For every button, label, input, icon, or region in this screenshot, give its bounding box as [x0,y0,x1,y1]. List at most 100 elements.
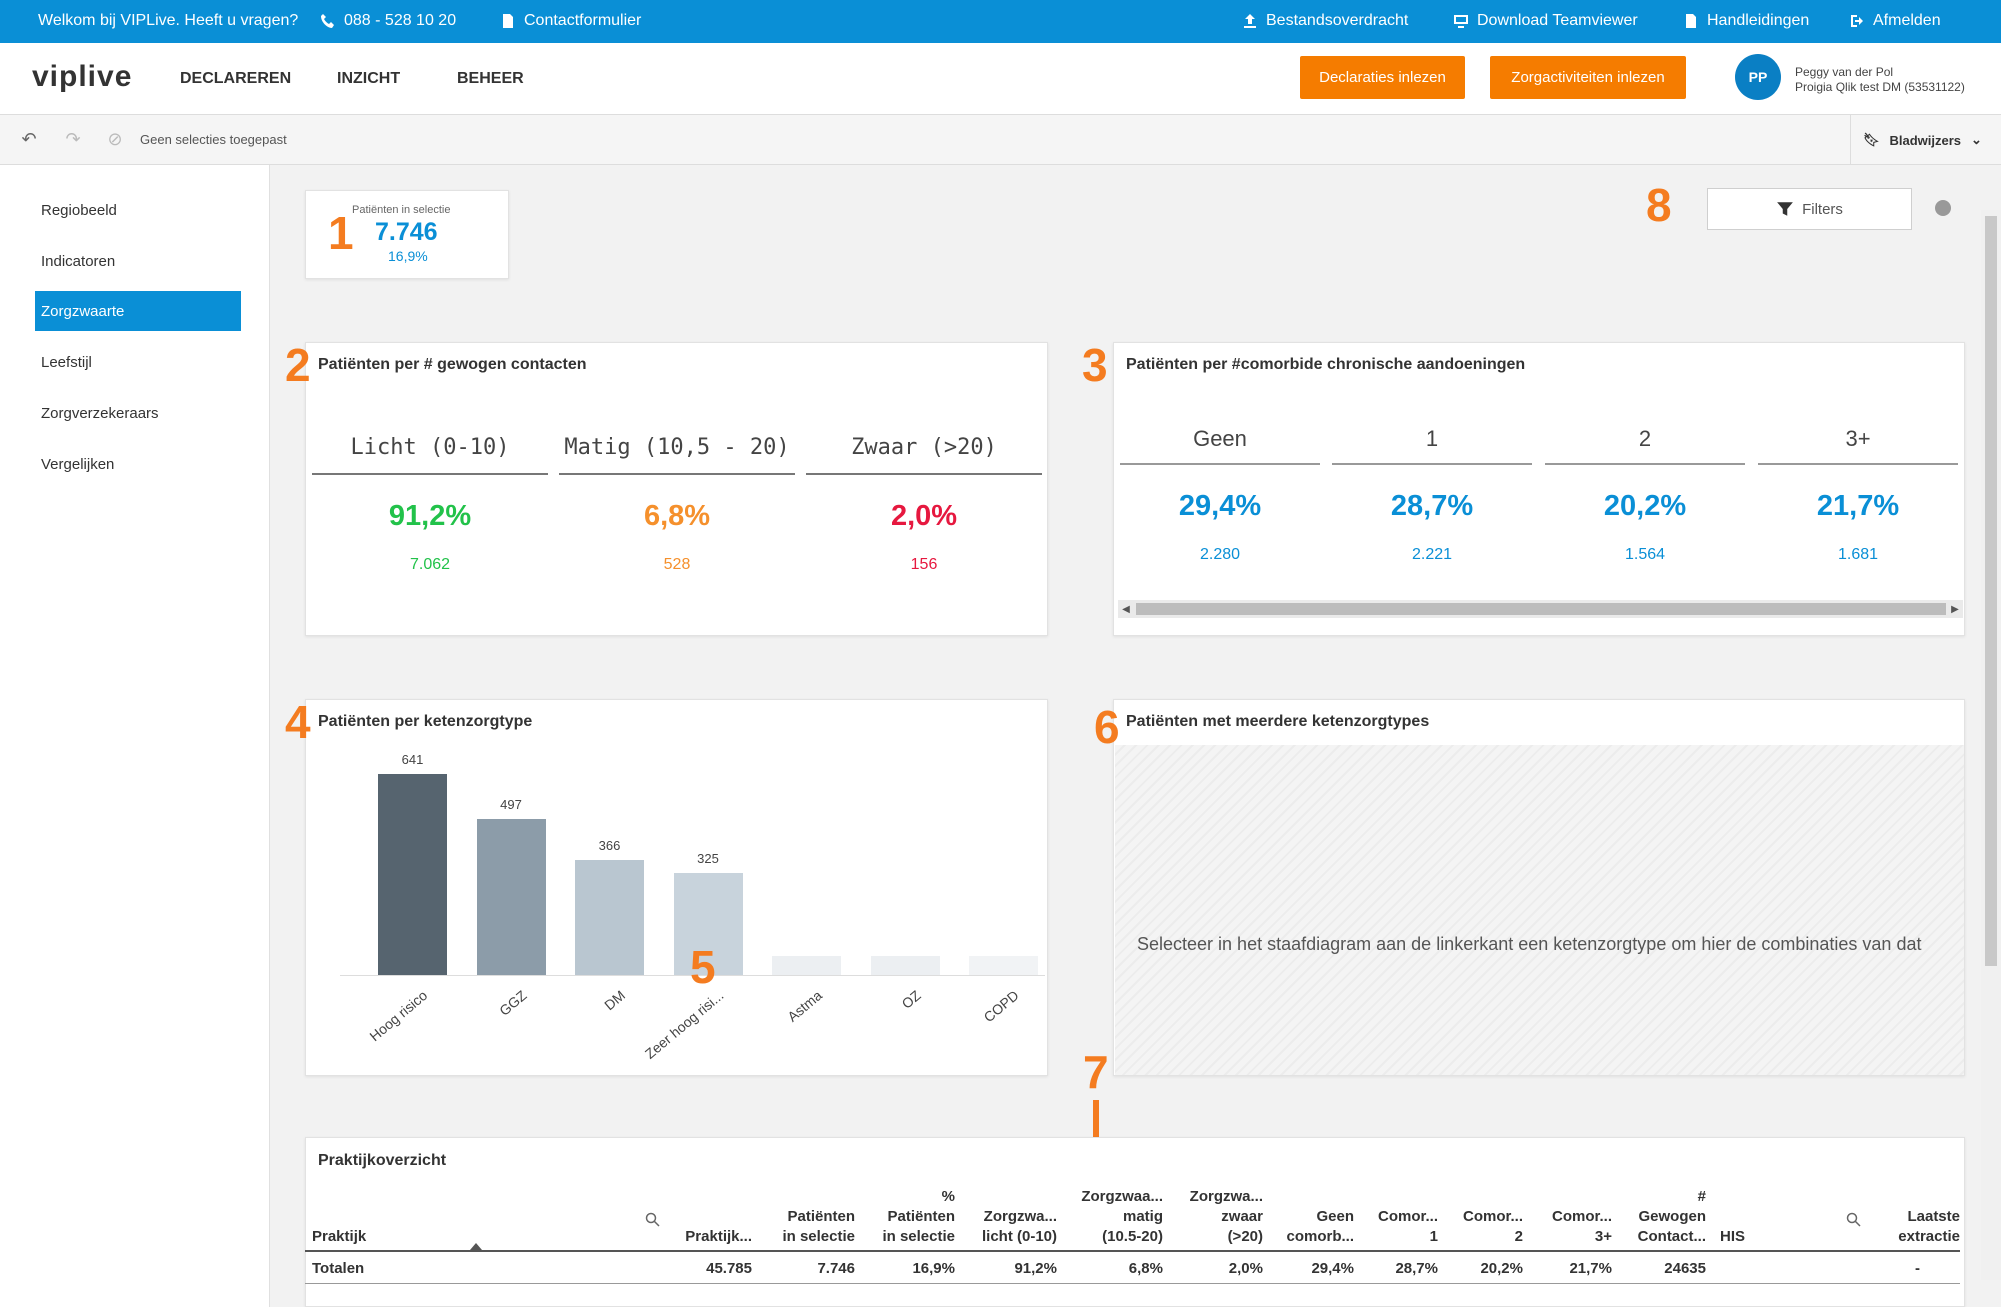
column-header[interactable]: Praktijk... [685,1228,752,1245]
scrollbar-thumb[interactable] [1136,603,1946,615]
card-gewogen-contacten [305,342,1048,636]
totals-cell: - [1915,1260,1920,1277]
column-header[interactable]: Comor... 2 [1462,1208,1523,1245]
divider [312,473,548,475]
column-header[interactable]: Zorgzwaa... matig (10.5-20) [1081,1188,1163,1245]
totals-cell: 28,7% [1395,1260,1438,1277]
totals-cell: Totalen [312,1260,365,1277]
sidebar-item-indicatoren[interactable]: Indicatoren [41,252,116,270]
contacten-pct[interactable]: 91,2% [388,500,472,532]
placeholder-text: Selecteer in het staafdiagram aan de lin… [1137,934,1922,954]
bar-ggz[interactable] [476,818,546,975]
vertical-scrollbar[interactable] [1981,210,2001,1280]
selection-forward-icon[interactable]: ↷ [65,128,81,149]
nav-declareren[interactable]: DECLAREREN [180,70,292,87]
column-header[interactable]: % Patiënten in selectie [882,1188,955,1245]
column-header[interactable]: Comor... 1 [1377,1208,1438,1245]
clear-selections-icon[interactable]: ⊘ [107,128,123,149]
sidebar-item-zorgverzekeraars[interactable]: Zorgverzekeraars [41,404,159,422]
totals-cell: 7.746 [817,1260,855,1277]
selection-back-icon[interactable]: ↶ [21,128,37,149]
info-icon[interactable] [1935,200,1951,216]
table-header-divider [305,1250,1960,1252]
filter-icon [1777,202,1793,216]
scroll-left-icon[interactable]: ◀ [1122,603,1130,615]
column-header[interactable]: Geen comorb... [1286,1208,1354,1245]
column-header[interactable]: Comor... 3+ [1551,1208,1612,1245]
scroll-right-icon[interactable]: ▶ [1951,603,1959,615]
column-header[interactable]: HIS [1720,1228,1746,1245]
bar-zeer-hoog-risi-[interactable] [673,872,743,975]
sidebar-item-leefstijl[interactable]: Leefstijl [41,353,92,371]
horizontal-scrollbar[interactable]: ◀ ▶ [1118,600,1963,618]
bar-astma[interactable] [772,956,841,975]
selection-status: Geen selecties toegepast [140,132,287,147]
contacten-col-head: Matig (10,5 - 20) [564,435,790,460]
totals-cell: 2,0% [1228,1260,1263,1277]
nav-beheer[interactable]: BEHEER [457,70,524,87]
comorbide-col-head: Geen [1193,426,1247,451]
bookmarks-button[interactable]: 🔖︎ Bladwijzers ⌄ [1850,115,2001,165]
zorgactiviteiten-inlezen-button[interactable]: Zorgactiviteiten inlezen [1490,56,1686,99]
marker-8: 8 [1646,179,1672,231]
search-icon[interactable] [1846,1212,1862,1228]
bar-copd[interactable] [969,956,1038,975]
scrollbar-thumb[interactable] [1985,216,1997,966]
column-header[interactable]: Laatste extractie [1898,1208,1960,1245]
contacten-pct[interactable]: 6,8% [643,500,711,532]
column-header[interactable]: Zorgzwa... licht (0-10) [981,1208,1057,1245]
totals-cell: 29,4% [1311,1260,1354,1277]
top-info-bar: Welkom bij VIPLive. Heeft u vragen? 088 … [0,0,2001,43]
declaraties-inlezen-button[interactable]: Declaraties inlezen [1300,56,1465,99]
bar-hoog-risico[interactable] [378,773,447,975]
contact-form-link[interactable]: Contactformulier [500,12,641,30]
comorbide-pct[interactable]: 29,4% [1178,490,1262,522]
totals-cell: 24635 [1664,1260,1706,1277]
comorbide-count: 2.280 [1199,546,1241,563]
phone-link[interactable]: 088 - 528 10 20 [320,12,456,30]
sort-asc-icon[interactable] [470,1243,482,1250]
contacten-pct[interactable]: 2,0% [890,500,958,532]
comorbide-pct[interactable]: 21,7% [1816,490,1900,522]
table-row-divider [305,1283,1960,1284]
sidebar-item-vergelijken[interactable]: Vergelijken [41,455,115,473]
sidebar-item-zorgzwaarte[interactable]: Zorgzwaarte [35,291,241,331]
file-transfer-link[interactable]: Bestandsoverdracht [1242,12,1408,30]
totals-cell: 21,7% [1569,1260,1612,1277]
viplive-logo[interactable]: viplive [32,60,133,93]
nav-inzicht[interactable]: INZICHT [337,70,401,87]
column-header[interactable]: Praktijk [312,1228,367,1245]
kpi-card[interactable] [305,190,509,279]
column-header[interactable]: Patiënten in selectie [782,1208,855,1245]
kpi-percentage: 16,9% [388,248,428,264]
manuals-link[interactable]: Handleidingen [1683,12,1809,30]
filters-button[interactable]: Filters [1707,188,1912,230]
column-header[interactable]: Zorgzwa... zwaar (>20) [1189,1188,1263,1245]
bar-dm[interactable] [575,859,644,975]
user-avatar[interactable]: PP [1735,54,1781,100]
bar-oz[interactable] [870,956,940,975]
marker-1: 1 [328,207,354,259]
user-organization: Proigia Qlik test DM (53531122) [1795,80,1965,94]
bar-value-label: 325 [697,850,719,866]
hatched-placeholder [1115,745,1964,1075]
selection-bar [0,115,2001,165]
chart-baseline [340,975,1045,976]
logout-link[interactable]: Afmelden [1849,12,1941,30]
bar-value-label: 497 [500,796,522,812]
card-title-contacten: Patiënten per # gewogen contacten [318,356,587,373]
comorbide-pct[interactable]: 20,2% [1603,490,1687,522]
sidebar-item-regiobeeld[interactable]: Regiobeeld [41,201,117,219]
marker-6: 6 [1094,701,1120,753]
comorbide-pct[interactable]: 28,7% [1390,490,1474,522]
search-icon[interactable] [645,1212,661,1228]
totals-cell: 91,2% [1014,1260,1057,1277]
bookmark-icon: 🔖︎ [1863,132,1880,147]
card-comorbide [1113,342,1965,636]
divider [1545,463,1745,465]
totals-cell: 20,2% [1480,1260,1523,1277]
main-navbar [0,43,2001,115]
contacten-col-head: Licht (0-10) [350,435,510,460]
column-header[interactable]: # Gewogen Contact... [1637,1188,1706,1245]
teamviewer-link[interactable]: Download Teamviewer [1453,12,1638,30]
